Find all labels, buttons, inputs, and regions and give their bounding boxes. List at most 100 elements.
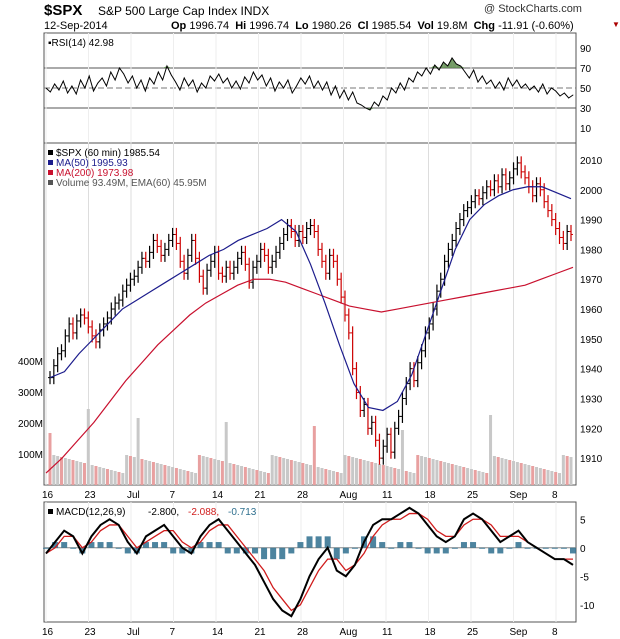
volume-bar	[293, 461, 297, 485]
macd-histogram-bar	[70, 547, 77, 549]
rsi-point	[248, 82, 250, 84]
volume-bar	[423, 457, 427, 485]
macd-histogram-bar	[424, 547, 431, 554]
date-tick-label: 18	[425, 490, 437, 501]
high-label: Hi	[235, 20, 247, 32]
rsi-point	[425, 67, 427, 69]
rsi-point	[214, 80, 215, 82]
rsi-point	[438, 69, 440, 71]
ma200-line	[45, 266, 574, 474]
price-tick-label: 1910	[580, 454, 603, 465]
rsi-point	[490, 79, 492, 81]
rsi-point	[399, 82, 401, 84]
volume-bar	[404, 471, 408, 485]
volume-bar	[305, 464, 309, 485]
macd-histogram-bar	[43, 547, 49, 549]
volume-tick-label: 100M	[18, 450, 43, 461]
volume-bar	[500, 458, 504, 485]
rsi-point	[563, 92, 565, 94]
volume-bar	[469, 469, 473, 485]
macd-legend-signal: -2.088,	[188, 507, 219, 518]
macd-histogram-bar	[342, 547, 349, 554]
volume-bar	[270, 455, 274, 485]
rsi-point	[335, 85, 336, 87]
volume-bar	[309, 465, 312, 485]
volume-bar	[316, 467, 320, 485]
volume-bar	[59, 457, 63, 485]
volume-bar	[550, 471, 554, 485]
volume-bar	[155, 463, 159, 485]
date-tick-label: 14	[212, 490, 224, 501]
volume-bar	[148, 461, 152, 485]
volume-bar	[351, 457, 355, 485]
rsi-point	[287, 79, 289, 81]
rsi-point	[330, 94, 332, 96]
rsi-point	[162, 79, 164, 81]
volume-bar	[274, 456, 278, 485]
volume-bar	[519, 463, 523, 485]
volume-bar	[75, 461, 79, 485]
volume-bar	[554, 472, 558, 485]
volume-bar	[558, 473, 562, 485]
volume-bar	[190, 472, 194, 485]
price-legend-entry: MA(50) 1995.93	[56, 158, 128, 169]
volume-bar	[443, 462, 447, 485]
volume-bar	[366, 461, 370, 485]
rsi-point	[93, 90, 94, 92]
rsi-point	[412, 81, 414, 83]
macd-signal-line	[45, 512, 573, 612]
volume-bar	[209, 458, 213, 485]
volume-bar	[427, 458, 431, 485]
volume-bar	[136, 418, 140, 485]
volume-bar	[374, 463, 378, 485]
volume-bar	[477, 471, 481, 485]
rsi-point	[460, 65, 462, 67]
macd-histogram-bar	[106, 542, 113, 548]
macd-histogram-bar	[270, 547, 277, 560]
rsi-point	[106, 85, 107, 87]
rsi-point	[408, 77, 410, 79]
volume-bar	[312, 426, 316, 485]
rsi-point	[356, 102, 358, 104]
rsi-point	[520, 87, 522, 89]
rsi-point	[378, 105, 380, 107]
axis-labels: 1030507090191019201930194019501960197019…	[18, 44, 603, 638]
dropdown-caret-icon[interactable]: ▼	[612, 20, 620, 29]
macd-histogram-bar	[415, 547, 422, 549]
volume-bar	[370, 462, 374, 485]
volume-bar	[561, 455, 565, 485]
rsi-point	[533, 85, 535, 87]
rsi-point	[317, 80, 319, 82]
quote-line: Op 1996.74 Hi 1996.74 Lo 1980.26 Cl 1985…	[171, 20, 574, 32]
macd-histogram-bar	[333, 547, 340, 560]
macd-histogram-bar	[370, 536, 377, 548]
volume-bar	[197, 455, 201, 485]
volume-bar	[458, 466, 462, 485]
rsi-point	[296, 85, 297, 87]
rsi-point	[486, 83, 488, 85]
rsi-point	[205, 87, 207, 89]
macd-histogram-bar	[52, 542, 59, 548]
volume-bar	[397, 469, 401, 485]
rsi-point	[434, 64, 436, 66]
rsi-point	[572, 94, 574, 96]
volume-bar	[98, 467, 102, 485]
rsi-point	[252, 71, 254, 73]
volume-bar	[450, 464, 454, 485]
volume-bar	[512, 461, 516, 485]
volume-tick-label: 200M	[18, 419, 43, 430]
volume-bar	[79, 462, 83, 485]
volume-bar	[354, 458, 358, 485]
volume-bar	[358, 459, 362, 485]
volume-bar	[527, 465, 531, 485]
volume-bar	[128, 456, 132, 485]
volume-bar	[224, 422, 228, 485]
volume-bar	[220, 461, 224, 485]
volume-bar	[362, 460, 366, 485]
volume-bar	[481, 472, 485, 485]
macd-histogram-bar	[388, 547, 395, 549]
macd-tick-label: 0	[580, 544, 586, 555]
date-tick-label: Aug	[340, 627, 358, 638]
volume-bar	[462, 467, 466, 485]
price-tick-label: 1920	[580, 424, 603, 435]
